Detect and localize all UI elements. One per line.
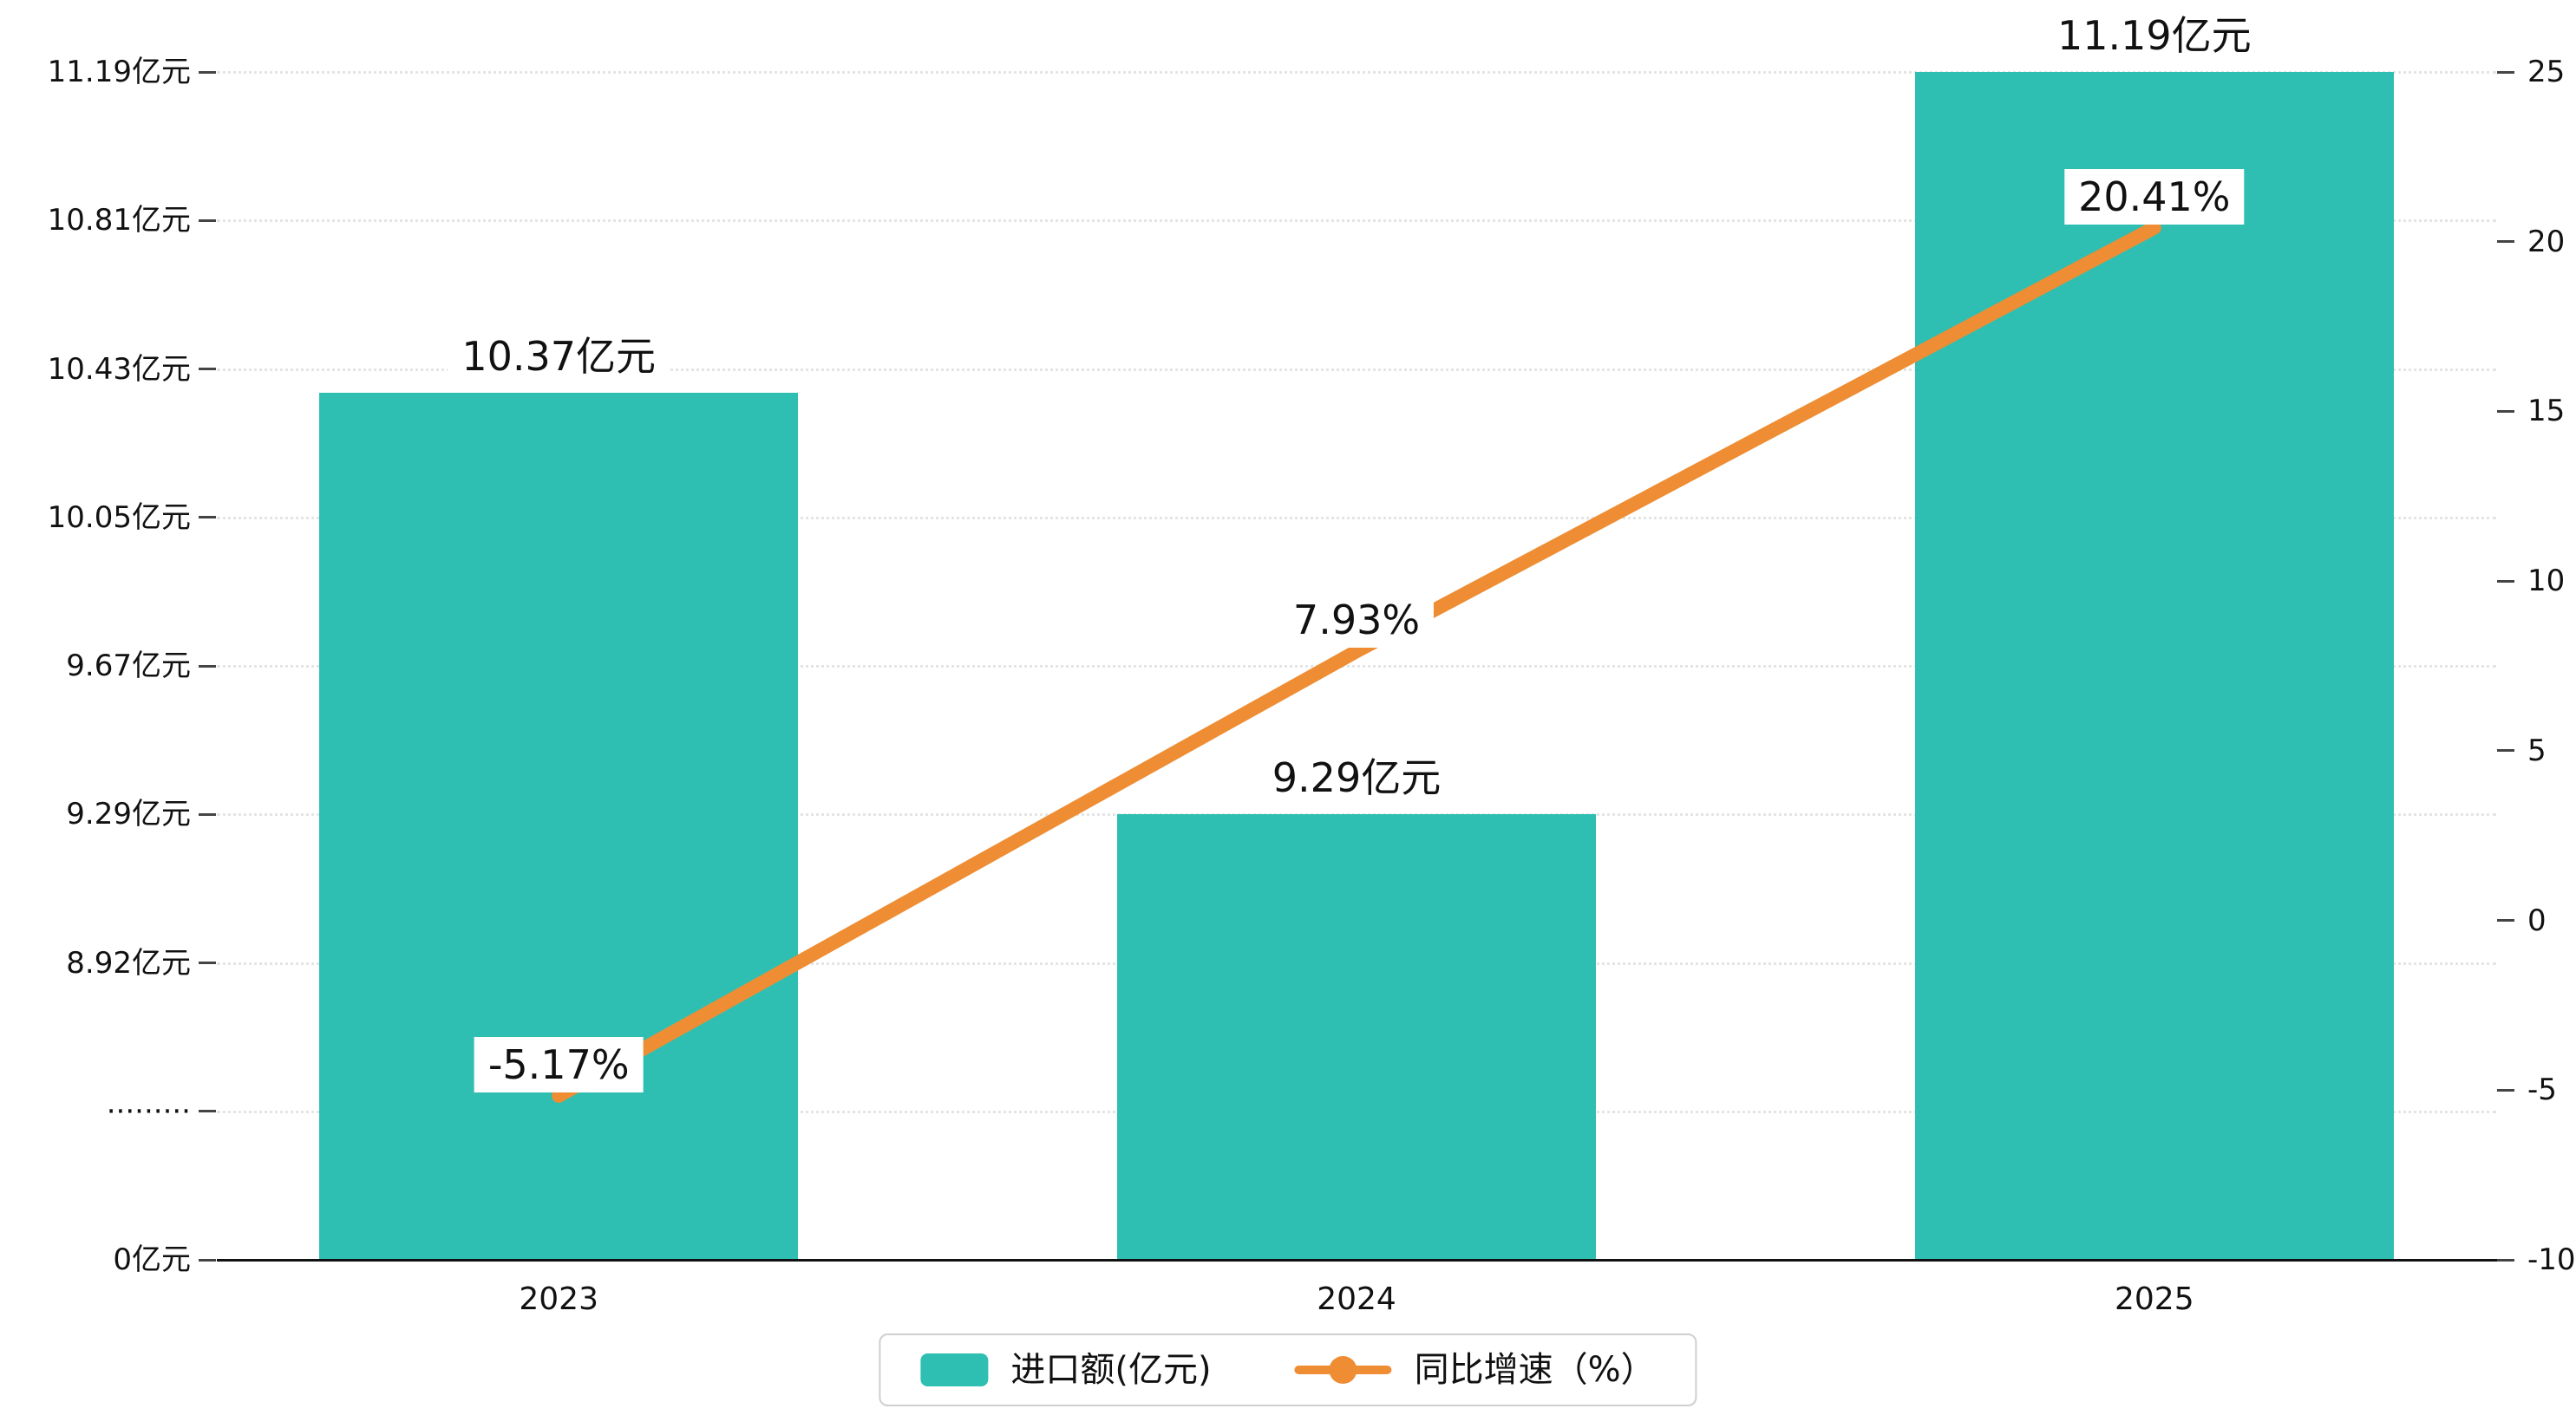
line-legend-dot-icon bbox=[1329, 1356, 1357, 1384]
left-axis-tick bbox=[199, 962, 216, 964]
left-axis-label: 9.67亿元 bbox=[66, 649, 191, 683]
bar-legend-swatch-icon bbox=[920, 1353, 989, 1386]
right-axis-tick bbox=[2497, 409, 2514, 413]
x-axis-line bbox=[217, 1259, 2507, 1262]
gridline bbox=[217, 71, 2496, 74]
left-axis-tick bbox=[199, 664, 216, 668]
x-axis-label: 2024 bbox=[1317, 1281, 1396, 1317]
left-axis-label: 0亿元 bbox=[113, 1242, 191, 1277]
x-axis-label: 2023 bbox=[519, 1281, 598, 1317]
right-axis-label: -10 bbox=[2527, 1242, 2576, 1277]
bar-value-label: 9.29亿元 bbox=[1258, 750, 1455, 806]
bar-value-label: 10.37亿元 bbox=[448, 328, 670, 384]
bar-value-label: 11.19亿元 bbox=[2043, 8, 2265, 63]
line-legend-marker-icon bbox=[1294, 1356, 1392, 1384]
left-axis-tick bbox=[199, 516, 216, 519]
left-axis-label: ········· bbox=[106, 1093, 191, 1129]
bar-2025[interactable] bbox=[1914, 72, 2394, 1260]
bar-2024[interactable] bbox=[1117, 814, 1596, 1260]
line-value-label: -5.17% bbox=[474, 1036, 644, 1092]
legend-item-bar[interactable]: 进口额(亿元) bbox=[920, 1347, 1212, 1392]
bar-legend-label: 进口额(亿元) bbox=[1010, 1350, 1212, 1390]
left-axis-label: 10.81亿元 bbox=[47, 203, 191, 238]
right-axis-label: 25 bbox=[2527, 55, 2566, 89]
legend: 进口额(亿元) 同比增速（%） bbox=[879, 1333, 1697, 1406]
right-axis-tick bbox=[2497, 749, 2514, 753]
right-axis-label: 0 bbox=[2527, 903, 2547, 938]
right-axis-label: 20 bbox=[2527, 224, 2566, 259]
right-axis-tick bbox=[2497, 579, 2514, 583]
right-axis-tick bbox=[2497, 1088, 2514, 1092]
line-value-label: 7.93% bbox=[1278, 592, 1435, 649]
left-axis-label: 8.92亿元 bbox=[66, 945, 191, 981]
left-axis-tick bbox=[199, 1110, 216, 1113]
right-axis-label: 5 bbox=[2527, 733, 2547, 768]
bar-2023[interactable] bbox=[319, 392, 799, 1260]
x-axis-label: 2025 bbox=[2114, 1281, 2194, 1317]
left-axis-tick bbox=[199, 812, 216, 816]
right-axis-tick bbox=[2497, 240, 2514, 244]
left-axis-tick bbox=[199, 218, 216, 222]
legend-item-line[interactable]: 同比增速（%） bbox=[1294, 1347, 1656, 1392]
right-axis-label: 10 bbox=[2527, 564, 2566, 599]
left-axis-tick bbox=[199, 368, 216, 370]
line-legend-label: 同比增速（%） bbox=[1414, 1350, 1656, 1390]
left-axis-tick bbox=[199, 70, 216, 74]
right-axis-label: -5 bbox=[2527, 1073, 2557, 1108]
right-axis-label: 15 bbox=[2527, 394, 2566, 429]
left-axis-tick bbox=[199, 1258, 216, 1262]
left-axis-label: 9.29亿元 bbox=[66, 797, 191, 832]
right-axis-tick bbox=[2497, 919, 2514, 923]
right-axis-tick bbox=[2497, 70, 2514, 74]
right-axis-tick bbox=[2497, 1258, 2514, 1262]
left-axis-label: 10.43亿元 bbox=[47, 351, 191, 387]
left-axis-label: 11.19亿元 bbox=[47, 55, 191, 89]
line-value-label: 20.41% bbox=[2064, 168, 2245, 225]
left-axis-label: 10.05亿元 bbox=[47, 499, 191, 535]
